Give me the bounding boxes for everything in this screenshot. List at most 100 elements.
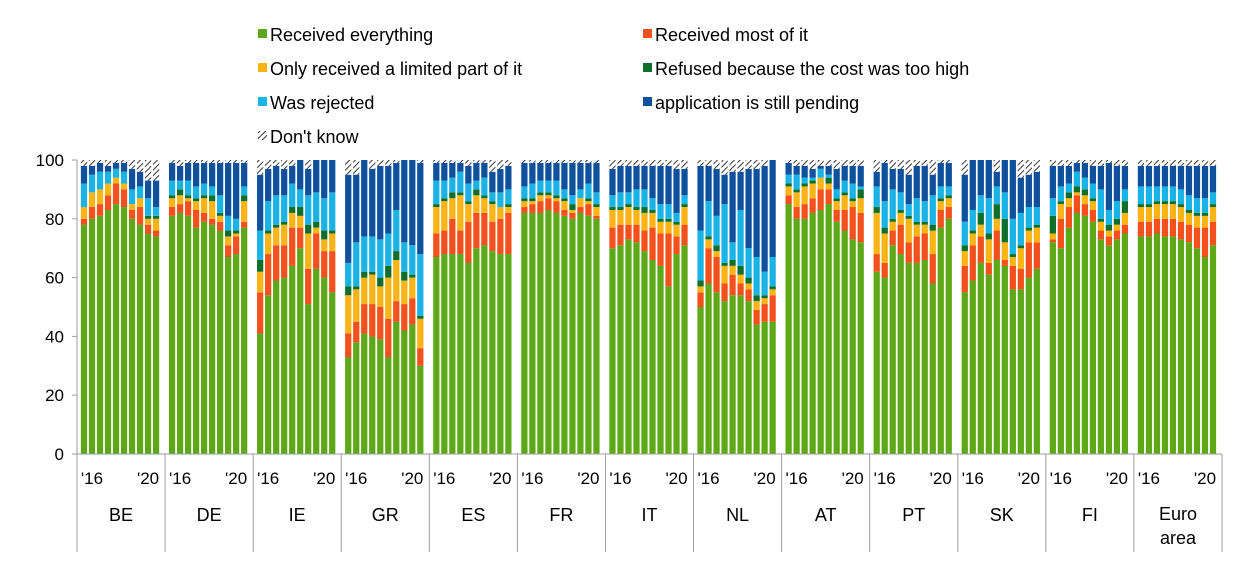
bar-segment xyxy=(297,207,304,216)
bar-segment xyxy=(168,160,176,163)
bar-segment xyxy=(897,254,904,454)
bar-segment xyxy=(361,304,368,334)
bar-segment xyxy=(817,177,824,190)
bar-segment xyxy=(1081,160,1089,163)
bar-segment xyxy=(1169,201,1177,205)
bar-group-ie xyxy=(257,160,336,454)
bar-segment xyxy=(985,239,992,263)
bar-segment xyxy=(961,245,968,252)
bar-segment xyxy=(257,160,264,175)
bar-segment xyxy=(184,162,192,181)
bar-segment xyxy=(385,318,392,357)
bar-segment xyxy=(969,245,976,281)
bar-segment xyxy=(1177,189,1185,205)
bar-segment xyxy=(120,171,128,184)
bar-segment xyxy=(1057,160,1064,166)
bar-segment xyxy=(753,295,760,302)
bar-segment xyxy=(152,218,160,231)
bar-segment xyxy=(553,195,560,199)
bar-segment xyxy=(417,160,424,163)
x-period-label: '20 xyxy=(754,469,776,488)
bar-segment xyxy=(449,192,456,199)
bar-segment xyxy=(609,227,616,249)
y-tick-label: 0 xyxy=(55,445,64,464)
bar-segment xyxy=(633,209,640,225)
group-label: FI xyxy=(1082,505,1098,525)
bar-segment xyxy=(593,207,600,216)
x-period-label: '16 xyxy=(962,469,984,488)
bar-segment xyxy=(1113,230,1121,240)
bar-segment xyxy=(88,207,96,219)
bar-segment xyxy=(793,174,800,190)
bar-segment xyxy=(273,160,280,166)
bar-segment xyxy=(753,324,760,454)
bar-segment xyxy=(104,171,112,184)
bar-segment xyxy=(152,230,160,237)
bar-segment xyxy=(793,218,800,454)
bar-segment xyxy=(217,230,224,454)
bar-group-it xyxy=(609,160,688,454)
bar-segment xyxy=(1097,165,1105,190)
bar-segment xyxy=(697,230,704,281)
bar-segment xyxy=(529,183,536,199)
bar-segment xyxy=(217,212,224,216)
bar-segment xyxy=(144,215,152,219)
bar-segment xyxy=(417,365,424,454)
bar-group-fi xyxy=(1049,160,1129,454)
bar-segment xyxy=(257,259,264,272)
x-period-label: '20 xyxy=(930,469,952,488)
bar-segment xyxy=(345,356,352,454)
bar-segment xyxy=(921,201,928,222)
bar-segment xyxy=(753,168,760,258)
bar-segment xyxy=(217,221,224,231)
y-axis: 0 20 40 60 80 100 xyxy=(36,151,78,464)
bar-segment xyxy=(409,277,416,299)
bar-segment xyxy=(769,160,776,258)
bar-segment xyxy=(681,207,688,225)
bar-segment xyxy=(449,160,456,163)
bar-segment xyxy=(745,289,752,302)
bar-segment xyxy=(497,160,504,169)
bar-segment xyxy=(857,189,864,199)
bar-segment xyxy=(192,209,200,228)
bar-segment xyxy=(793,165,800,175)
bar-segment xyxy=(489,204,496,222)
bar-segment xyxy=(721,174,728,205)
bar-segment xyxy=(233,230,240,234)
bar-segment xyxy=(217,215,224,222)
bar-segment xyxy=(913,236,920,263)
bar-segment xyxy=(569,212,576,219)
bar-segment xyxy=(1185,224,1193,243)
bar-segment xyxy=(96,215,104,454)
bar-segment xyxy=(136,207,144,225)
bar-segment xyxy=(625,207,632,225)
bar-segment xyxy=(545,192,552,196)
bar-segment xyxy=(569,160,576,163)
bar-segment xyxy=(1209,204,1217,208)
bar-segment xyxy=(1073,195,1080,213)
bar-segment xyxy=(1113,224,1121,231)
y-tick-label: 20 xyxy=(45,386,64,405)
bar-segment xyxy=(120,160,128,163)
bar-segment xyxy=(1185,195,1193,210)
bar-segment xyxy=(88,165,96,175)
bar-segment xyxy=(681,168,688,196)
bar-segment xyxy=(273,227,280,246)
bar-segment xyxy=(128,168,136,190)
bar-segment xyxy=(200,198,208,213)
bar-segment xyxy=(401,271,408,281)
bar-segment xyxy=(1025,174,1032,208)
bar-segment xyxy=(96,162,104,172)
bar-segment xyxy=(905,160,912,175)
bar-segment xyxy=(1009,265,1016,290)
bar-segment xyxy=(737,265,744,275)
bar-segment xyxy=(329,233,336,252)
bar-segment xyxy=(128,160,136,169)
bar-segment xyxy=(569,204,576,210)
bar-segment xyxy=(545,162,552,181)
bar-segment xyxy=(289,212,296,228)
bar-segment xyxy=(120,207,128,454)
bar-segment xyxy=(449,218,456,255)
bar-segment xyxy=(184,195,192,199)
bar-segment xyxy=(521,201,528,208)
